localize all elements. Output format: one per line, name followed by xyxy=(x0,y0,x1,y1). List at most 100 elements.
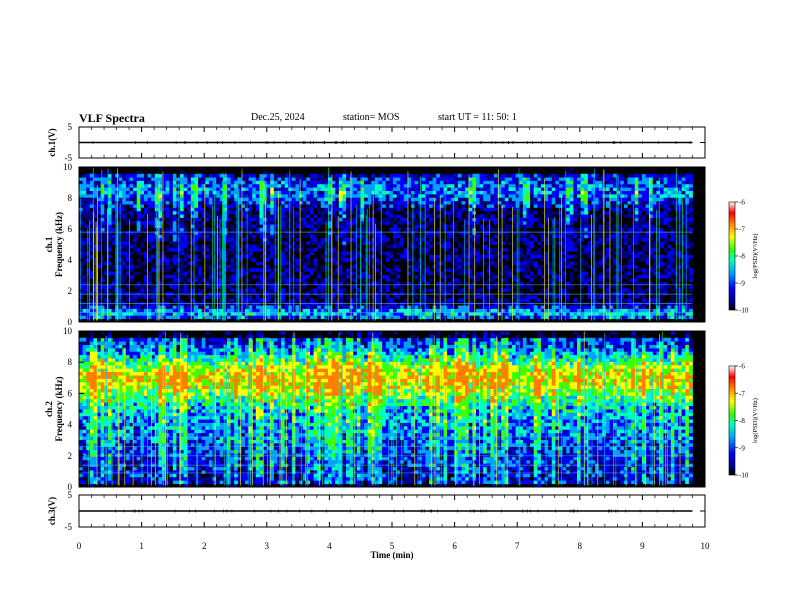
spectrogram-cell xyxy=(79,227,84,232)
spectrogram-cell xyxy=(180,234,185,239)
spectrogram-cell xyxy=(136,288,141,293)
spectrogram-cell xyxy=(465,291,470,296)
spectrogram-cell xyxy=(93,187,98,191)
y-tick-label: -5 xyxy=(65,153,73,163)
spectrogram-cell xyxy=(537,231,542,235)
spectrogram-cell xyxy=(349,180,354,185)
spectrogram-cell xyxy=(172,315,177,320)
spectrogram-cell xyxy=(360,217,365,222)
spectrogram-cell xyxy=(317,177,322,181)
spectrogram-cell xyxy=(483,247,488,252)
spectrogram-cell xyxy=(483,251,488,256)
spectrogram-cell xyxy=(425,251,430,256)
spectrogram-cell xyxy=(295,274,300,279)
spectrogram-cell xyxy=(309,305,314,309)
start-time-label: start UT = 11: 50: 1 xyxy=(438,112,517,123)
spectrogram-cell xyxy=(537,288,542,293)
spectrogram-cell xyxy=(450,217,455,222)
spectrogram-cell xyxy=(436,295,441,299)
spectrogram-cell xyxy=(508,274,513,279)
spectrogram-cell xyxy=(486,187,491,191)
spectrogram-cell xyxy=(331,254,336,259)
spectrogram-cell xyxy=(501,311,506,316)
spectrogram-cell xyxy=(407,200,412,205)
spectrogram-cell xyxy=(356,197,361,202)
spectrogram-cell xyxy=(367,173,372,178)
spectrogram-cell xyxy=(504,207,509,212)
spectrogram-cell xyxy=(136,291,141,296)
spectrogram-cell xyxy=(533,190,538,195)
spectrogram-cell xyxy=(504,193,509,198)
spectrogram-cell xyxy=(107,241,112,245)
spectrogram-cell xyxy=(165,257,170,262)
spectrogram-cell xyxy=(508,295,513,299)
spectrogram-cell xyxy=(497,268,502,272)
spectrogram-cell xyxy=(183,180,188,185)
spectrogram-cell xyxy=(143,315,148,320)
spectrogram-cell xyxy=(396,227,401,232)
spectrogram-cell xyxy=(241,177,246,181)
spectrogram-cell xyxy=(353,271,358,276)
spectrogram-cell xyxy=(107,190,112,195)
spectrogram-cell xyxy=(125,231,130,235)
spectrogram-cell xyxy=(328,231,333,235)
spectrogram-cell xyxy=(317,197,322,202)
spectrogram-cell xyxy=(205,247,210,252)
spectrogram-cell xyxy=(216,241,221,245)
spectrogram-cell xyxy=(143,305,148,309)
spectrogram-cell xyxy=(378,231,383,235)
spectrogram-cell xyxy=(147,214,152,218)
spectrogram-cell xyxy=(317,288,322,293)
spectrogram-cell xyxy=(486,220,491,225)
spectrogram-cell xyxy=(277,261,282,266)
spectrogram-cell xyxy=(338,190,343,195)
spectrogram-cell xyxy=(418,177,423,181)
spectrogram-cell xyxy=(407,305,412,309)
spectrogram-cell xyxy=(385,180,390,185)
spectrogram-cell xyxy=(356,217,361,222)
spectrogram-cell xyxy=(526,214,531,218)
spectrogram-cell xyxy=(378,193,383,198)
spectrogram-cell xyxy=(537,315,542,320)
spectrogram-cell xyxy=(374,241,379,245)
spectrogram-cell xyxy=(479,308,484,313)
spectrogram-cell xyxy=(266,180,271,185)
spectrogram-cell xyxy=(266,247,271,252)
spectrogram-cell xyxy=(450,308,455,313)
spectrogram-cell xyxy=(82,207,87,212)
spectrogram-cell xyxy=(299,183,304,188)
spectrogram-cell xyxy=(172,227,177,232)
spectrogram-cell xyxy=(143,247,148,252)
spectrogram-cell xyxy=(403,305,408,309)
spectrogram-cell xyxy=(497,187,502,191)
spectrogram-cell xyxy=(447,281,452,286)
spectrogram-cell xyxy=(169,305,174,309)
spectrogram-cell xyxy=(328,210,333,215)
spectrogram-cell xyxy=(299,315,304,320)
spectrogram-cell xyxy=(216,291,221,296)
spectrogram-cell xyxy=(147,173,152,178)
spectrogram-cell xyxy=(133,187,138,191)
spectrogram-cell xyxy=(198,315,203,320)
spectrogram-cell xyxy=(457,217,462,222)
spectrogram-cell xyxy=(194,214,199,218)
spectrogram-cell xyxy=(266,190,271,195)
spectrogram-cell xyxy=(100,204,105,208)
spectrogram-cell xyxy=(270,207,275,212)
spectrogram-cell xyxy=(183,305,188,309)
spectrogram-cell xyxy=(439,214,444,218)
spectrogram-cell xyxy=(79,193,84,198)
spectrogram-cell xyxy=(483,190,488,195)
spectrogram-cell xyxy=(252,187,257,191)
spectrogram-cell xyxy=(201,234,206,239)
spectrogram-cell xyxy=(504,264,509,269)
spectrogram-cell xyxy=(281,204,286,208)
spectrogram-cell xyxy=(353,234,358,239)
spectrogram-cell xyxy=(216,173,221,178)
spectrogram-cell xyxy=(508,241,513,245)
spectrogram-cell xyxy=(151,183,156,188)
spectrogram-cell xyxy=(309,288,314,293)
spectrogram-cell xyxy=(465,274,470,279)
spectrogram-cell xyxy=(82,271,87,276)
spectrogram-cell xyxy=(338,305,343,309)
